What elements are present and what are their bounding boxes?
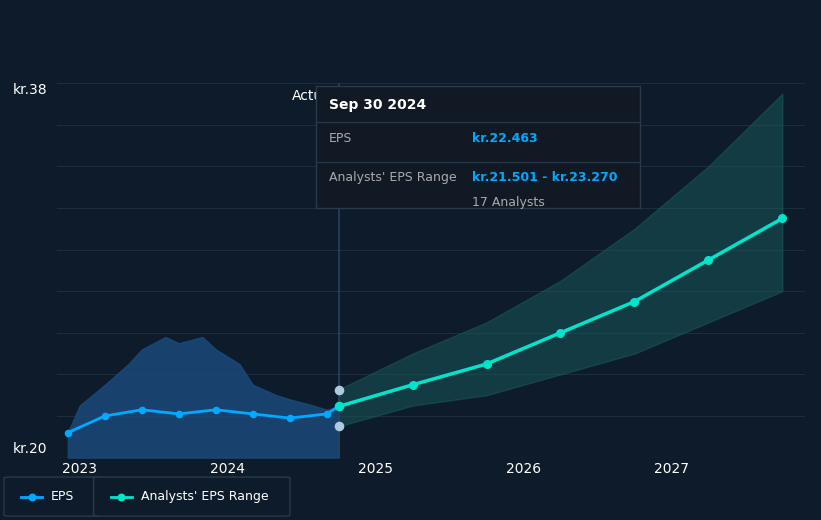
Point (776, 214, 789, 223)
Text: Sep 30 2024: Sep 30 2024 (329, 98, 426, 112)
Text: Analysts Forecasts: Analysts Forecasts (346, 89, 475, 103)
Point (480, 360, 493, 368)
FancyBboxPatch shape (4, 477, 102, 516)
Point (406, 381, 419, 389)
Point (283, 414, 296, 422)
Point (332, 402, 345, 411)
Text: Analysts' EPS Range: Analysts' EPS Range (329, 172, 456, 185)
Point (628, 297, 641, 306)
Text: Actual: Actual (292, 89, 336, 103)
Text: EPS: EPS (51, 490, 74, 503)
Point (429, 303, 442, 311)
Point (62, 428, 75, 437)
Text: kr.20: kr.20 (12, 441, 47, 456)
Text: Analysts' EPS Range: Analysts' EPS Range (140, 490, 268, 503)
Point (702, 256, 715, 264)
Point (320, 410, 333, 418)
Point (172, 410, 186, 418)
Text: kr.21.501 - kr.23.270: kr.21.501 - kr.23.270 (472, 172, 617, 185)
Point (135, 406, 149, 414)
Text: kr.22.463: kr.22.463 (472, 132, 538, 145)
Text: EPS: EPS (329, 132, 352, 145)
Point (209, 406, 222, 414)
Point (332, 422, 345, 431)
FancyBboxPatch shape (94, 477, 290, 516)
Point (554, 329, 567, 337)
Point (246, 410, 259, 418)
Text: kr.38: kr.38 (12, 83, 47, 97)
Text: 17 Analysts: 17 Analysts (472, 196, 544, 209)
Point (332, 385, 345, 394)
Point (99, 412, 112, 420)
